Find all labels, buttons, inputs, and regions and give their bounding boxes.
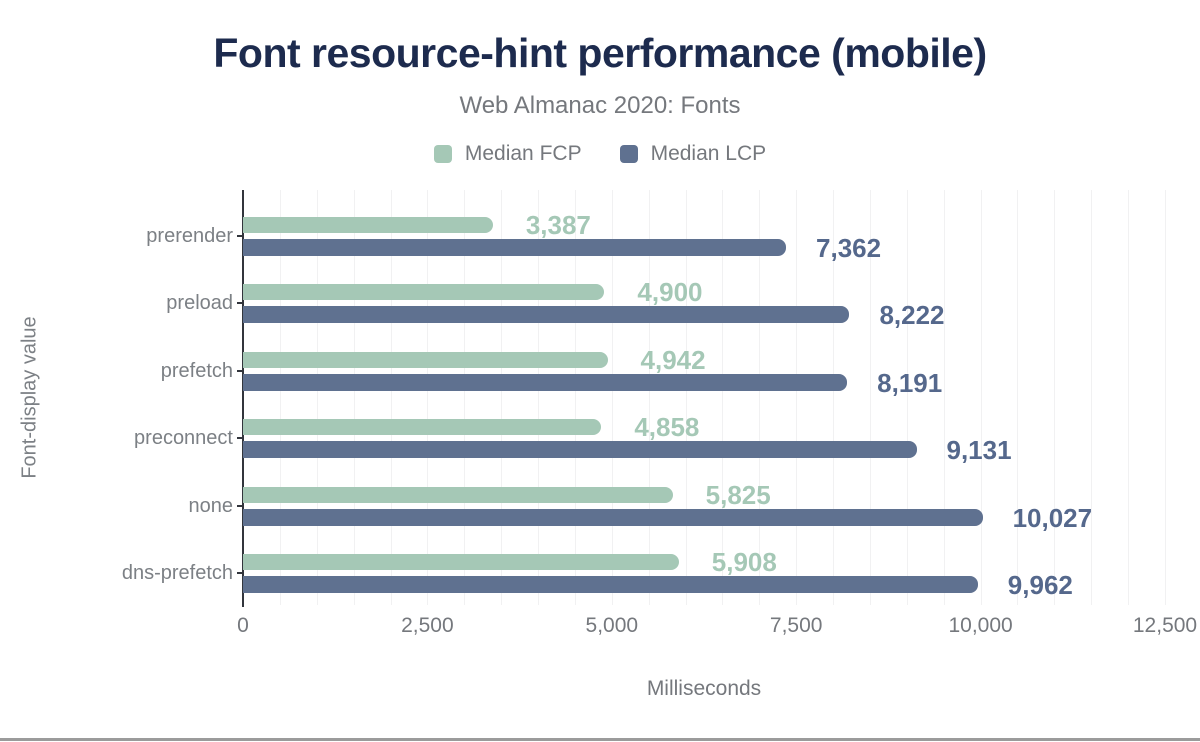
- x-tick-0: 0: [237, 614, 249, 637]
- category-tick: [237, 235, 243, 237]
- gridline: [279, 190, 281, 605]
- gridline: [501, 190, 503, 605]
- bar-median-lcp-prefetch: [243, 373, 848, 391]
- gridline: [980, 190, 982, 605]
- x-axis-title: Milliseconds: [646, 677, 762, 700]
- value-label-median-fcp-preconnect: 4,858: [634, 412, 700, 443]
- y-axis-title: Font-display value: [18, 315, 41, 479]
- bar-median-fcp-prefetch: [243, 351, 608, 368]
- gridline: [1128, 190, 1130, 605]
- category-label-prefetch: prefetch: [160, 359, 233, 382]
- value-label-median-lcp-dns-prefetch: 9,962: [1007, 570, 1073, 600]
- category-label-dns-prefetch: dns-prefetch: [121, 562, 233, 584]
- gridline: [722, 190, 724, 605]
- category-tick: [237, 369, 243, 372]
- bar-median-fcp-dns-prefetch: [243, 554, 679, 570]
- gridline: [943, 190, 945, 605]
- legend-item-median-lcp: Median LCP: [619, 142, 767, 166]
- category-tick: [237, 504, 243, 507]
- bar-median-lcp-none: [243, 508, 983, 526]
- category-tick: [237, 302, 243, 305]
- value-label-median-lcp-prefetch: 8,191: [877, 367, 943, 398]
- legend-label: Median FCP: [464, 142, 582, 165]
- chart-title: Font resource-hint performance (mobile): [213, 30, 987, 76]
- bar-median-fcp-preload: [243, 284, 605, 301]
- gridline: [538, 190, 540, 605]
- value-label-median-lcp-preload: 8,222: [879, 300, 945, 331]
- bar-median-lcp-preload: [243, 306, 850, 324]
- legend-label: Median LCP: [650, 142, 767, 165]
- bar-median-fcp-none: [243, 486, 673, 503]
- category-label-none: none: [188, 494, 234, 517]
- x-tick-5000: 5,000: [585, 614, 639, 637]
- value-label-median-lcp-none: 10,027: [1012, 502, 1093, 533]
- bar-median-lcp-preconnect: [243, 441, 917, 459]
- gridline: [1054, 190, 1056, 605]
- legend: Median FCP Median LCP: [0, 142, 1200, 166]
- value-label-median-lcp-prerender: 7,362: [816, 233, 882, 263]
- y-axis-line: [242, 190, 244, 607]
- category-tick: [237, 437, 243, 440]
- gridline: [796, 190, 798, 605]
- bar-median-lcp-dns-prefetch: [243, 576, 978, 593]
- value-label-median-fcp-dns-prefetch: 5,908: [711, 547, 777, 577]
- category-label-prerender: prerender: [146, 225, 233, 247]
- gridline: [833, 190, 835, 605]
- category-label-preload: preload: [166, 292, 233, 315]
- value-label-median-fcp-prerender: 3,387: [525, 210, 591, 240]
- gridline: [611, 190, 613, 605]
- gridline: [759, 190, 761, 605]
- bar-median-fcp-preconnect: [243, 419, 602, 436]
- gridline: [427, 190, 429, 605]
- gridline: [464, 190, 466, 605]
- value-label-median-lcp-preconnect: 9,131: [946, 435, 1012, 466]
- gridline: [390, 190, 392, 605]
- gridline: [1091, 190, 1093, 605]
- value-label-median-fcp-preload: 4,900: [637, 277, 703, 308]
- value-label-median-fcp-none: 5,825: [705, 479, 771, 510]
- x-tick-2500: 2,500: [401, 614, 454, 637]
- category-label-preconnect: preconnect: [134, 427, 233, 450]
- legend-swatch-icon: [619, 145, 638, 163]
- gridline: [906, 190, 908, 605]
- bar-median-lcp-prerender: [243, 239, 787, 256]
- gridline: [316, 190, 318, 605]
- x-tick-12500: 12,500: [1132, 614, 1198, 637]
- gridline: [574, 190, 576, 605]
- gridline: [1017, 190, 1019, 605]
- bottom-divider: [0, 738, 1200, 741]
- gridline: [648, 190, 650, 605]
- legend-swatch-icon: [433, 145, 452, 163]
- bar-median-fcp-prerender: [243, 217, 493, 233]
- value-label-median-fcp-prefetch: 4,942: [640, 344, 706, 375]
- gridline: [353, 190, 355, 605]
- x-tick-7500: 7,500: [769, 614, 823, 637]
- x-tick-10000: 10,000: [948, 614, 1013, 637]
- category-tick: [237, 572, 243, 574]
- gridline: [1165, 190, 1166, 605]
- legend-item-median-fcp: Median FCP: [433, 142, 582, 166]
- chart-subtitle: Web Almanac 2020: Fonts: [459, 92, 741, 119]
- gridline: [685, 190, 687, 605]
- gridline: [869, 190, 871, 605]
